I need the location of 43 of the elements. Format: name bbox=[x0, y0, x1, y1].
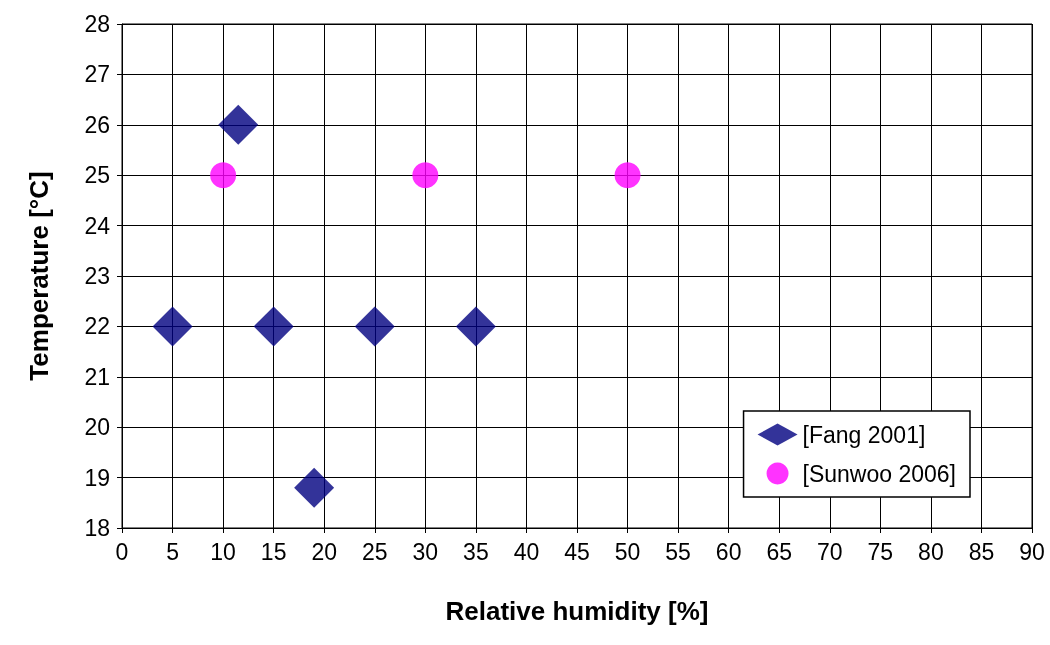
y-tick-label: 20 bbox=[84, 414, 110, 441]
x-tick-label: 5 bbox=[166, 538, 179, 565]
y-tick-label: 21 bbox=[84, 363, 110, 390]
point bbox=[210, 162, 237, 189]
x-tick-label: 75 bbox=[867, 538, 894, 565]
x-tick-label: 80 bbox=[918, 538, 944, 565]
x-tick-label: 55 bbox=[665, 538, 691, 565]
x-tick-label: 0 bbox=[115, 538, 129, 565]
y-tick-label: 22 bbox=[84, 313, 110, 340]
x-tick-label: 85 bbox=[968, 538, 995, 565]
x-tick-label: 15 bbox=[260, 538, 287, 565]
point bbox=[354, 306, 395, 347]
x-tick-label: 60 bbox=[715, 538, 742, 565]
point bbox=[614, 162, 641, 189]
point bbox=[152, 306, 193, 347]
x-tick-label: 30 bbox=[412, 538, 439, 565]
x-tick-label: 40 bbox=[513, 538, 540, 565]
legend-label: [Sunwoo 2006] bbox=[802, 460, 956, 487]
x-tick-label: 20 bbox=[311, 538, 338, 565]
y-tick-label: 24 bbox=[84, 212, 111, 239]
x-tick-label: 25 bbox=[361, 538, 388, 565]
y-tick-label: 27 bbox=[84, 61, 110, 88]
legend-label: [Fang 2001] bbox=[802, 421, 926, 448]
point bbox=[294, 467, 335, 508]
x-tick-label: 10 bbox=[210, 538, 236, 565]
point bbox=[253, 306, 294, 347]
y-tick-label: 25 bbox=[84, 162, 110, 189]
y-axis-title: Temperature [°C] bbox=[24, 171, 54, 381]
x-tick-label: 90 bbox=[1019, 538, 1045, 565]
y-tick-label: 18 bbox=[84, 515, 110, 541]
point bbox=[218, 104, 259, 145]
y-tick-label: 19 bbox=[84, 464, 110, 491]
point bbox=[455, 306, 496, 347]
x-tick-label: 45 bbox=[564, 538, 590, 565]
point bbox=[412, 162, 439, 189]
y-tick-label: 26 bbox=[84, 111, 110, 138]
x-tick-label: 35 bbox=[463, 538, 489, 565]
x-tick-label: 65 bbox=[766, 538, 793, 565]
y-tick-label: 28 bbox=[84, 11, 110, 37]
x-tick-label: 50 bbox=[614, 538, 641, 565]
x-tick-label: 70 bbox=[816, 538, 843, 565]
y-tick-label: 23 bbox=[84, 263, 110, 289]
x-axis-title: Relative humidity [%] bbox=[445, 596, 709, 626]
